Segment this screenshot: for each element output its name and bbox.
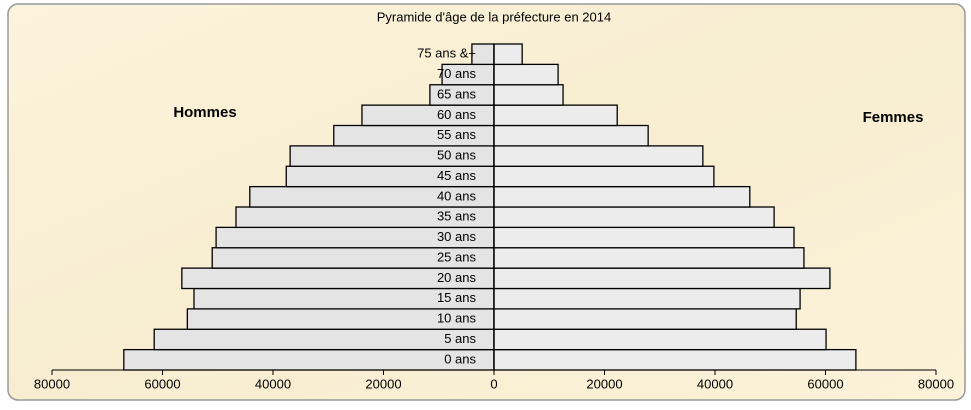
x-tick-label: 80000 [918,376,954,391]
category-label: 55 ans [437,127,477,142]
x-tick-label: 60000 [144,376,180,391]
bar [153,328,495,351]
legend-left: Hommes [173,104,236,121]
bar [493,63,559,86]
bar [493,124,649,147]
category-label: 50 ans [437,148,477,163]
category-label: 75 ans &+ [417,46,476,61]
bar [493,104,618,127]
category-label: 25 ans [437,249,477,264]
bar [493,206,775,229]
category-label: 0 ans [444,351,476,366]
category-label: 65 ans [437,86,477,101]
category-label: 5 ans [444,331,476,346]
category-label: 35 ans [437,209,477,224]
category-label: 30 ans [437,229,477,244]
category-label: 10 ans [437,311,477,326]
category-label: 70 ans [437,66,477,81]
x-tick-label: 20000 [586,376,622,391]
category-label: 40 ans [437,188,477,203]
bar [493,267,831,290]
x-tick-label: 60000 [807,376,843,391]
category-label: 60 ans [437,107,477,122]
bar [493,308,797,330]
category-label: 45 ans [437,168,477,183]
x-tick-label: 80000 [34,376,70,391]
bar [493,185,751,208]
bar [493,84,564,106]
x-tick-label: 20000 [365,376,401,391]
bar [493,165,715,188]
bar [493,43,523,66]
x-tick-label: 0 [490,376,497,391]
x-tick-label: 40000 [255,376,291,391]
bar [493,247,805,269]
bar [493,328,827,351]
bar [493,145,704,167]
chart-title: Pyramide d'âge de la préfecture en 2014 [377,9,611,24]
legend-right: Femmes [863,109,924,126]
category-label: 15 ans [437,290,477,305]
bar [493,226,795,249]
x-tick-label: 40000 [697,376,733,391]
bar [493,348,857,371]
category-label: 20 ans [437,270,477,285]
bar [123,348,495,371]
bar [493,287,801,310]
